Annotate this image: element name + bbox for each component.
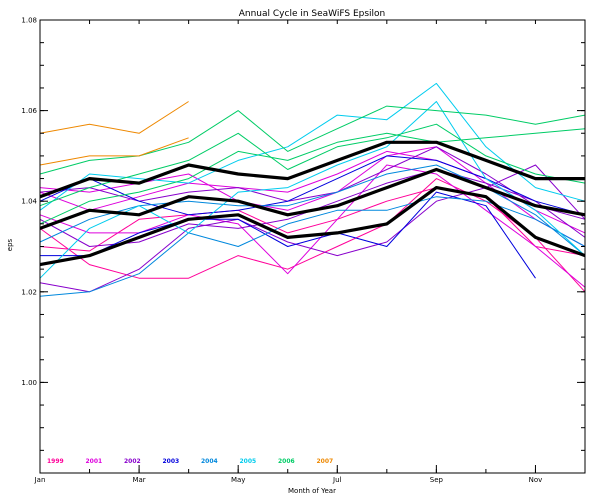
series-layer bbox=[39, 82, 586, 297]
mean-series-line bbox=[39, 140, 585, 199]
y-tick-label: 1.02 bbox=[21, 288, 37, 296]
x-tick-label: Jan bbox=[34, 476, 46, 484]
legend-entry-2003: 2003 bbox=[163, 458, 180, 465]
year-series-line bbox=[39, 101, 189, 134]
year-series-line bbox=[39, 101, 586, 279]
year-series-line bbox=[40, 191, 536, 279]
y-axis-title: eps bbox=[6, 238, 14, 251]
x-tick-label: Nov bbox=[529, 476, 543, 484]
axis-layer: Jan Mar May Jul Sep Nov 1.00 1.02 1.04 1.06 1.08 bbox=[21, 17, 586, 484]
year-series-line bbox=[39, 164, 586, 293]
year-series-line bbox=[39, 164, 586, 288]
year-series-line bbox=[39, 123, 586, 207]
mean-series-line bbox=[39, 186, 586, 267]
y-tick-label: 1.06 bbox=[21, 107, 37, 115]
x-tick-label: Sep bbox=[430, 476, 444, 484]
y-tick-label: 1.00 bbox=[21, 379, 37, 387]
year-series-line bbox=[39, 105, 586, 175]
year-series-line bbox=[39, 82, 586, 211]
y-tick-label: 1.04 bbox=[21, 198, 37, 206]
year-series-line bbox=[39, 128, 586, 225]
x-tick-label: Mar bbox=[132, 476, 145, 484]
year-series-line bbox=[39, 155, 586, 216]
legend-entry-2007: 2007 bbox=[317, 458, 334, 465]
legend-entry-2001: 2001 bbox=[86, 458, 103, 465]
mean-series-line bbox=[39, 167, 586, 230]
year-series-line bbox=[39, 137, 189, 166]
y-tick-label: 1.08 bbox=[21, 17, 37, 25]
year-series-line bbox=[39, 178, 586, 293]
legend-entry-2005: 2005 bbox=[240, 458, 257, 465]
legend-entry-2002: 2002 bbox=[124, 458, 141, 465]
x-tick-label: May bbox=[231, 476, 245, 484]
chart-title: Annual Cycle in SeaWiFS Epsilon bbox=[239, 9, 386, 19]
legend-entry-2006: 2006 bbox=[278, 458, 295, 465]
year-series-line bbox=[39, 150, 586, 234]
x-axis-title: Month of Year bbox=[288, 487, 336, 495]
x-tick-label: Jul bbox=[332, 476, 342, 484]
legend: 1999 2001 2002 2003 2004 2005 2006 2007 bbox=[47, 458, 333, 465]
year-series-line bbox=[39, 146, 586, 220]
legend-entry-2004: 2004 bbox=[201, 458, 218, 465]
legend-entry-1999: 1999 bbox=[47, 458, 64, 465]
